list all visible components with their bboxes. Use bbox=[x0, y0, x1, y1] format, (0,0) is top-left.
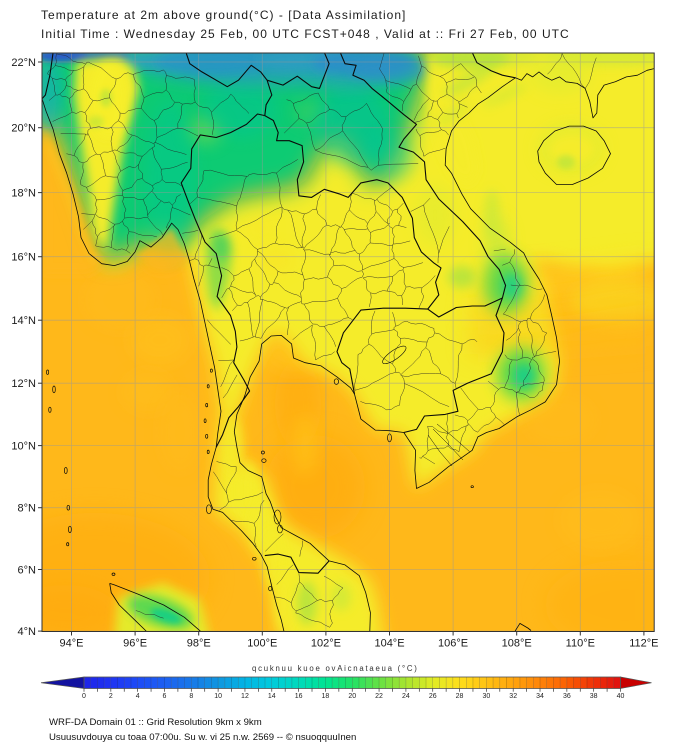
svg-text:94°E: 94°E bbox=[60, 638, 84, 650]
svg-text:32: 32 bbox=[509, 693, 517, 700]
svg-text:4: 4 bbox=[136, 693, 140, 700]
svg-text:14: 14 bbox=[268, 693, 276, 700]
svg-text:104°E: 104°E bbox=[374, 638, 404, 650]
svg-text:100°E: 100°E bbox=[247, 638, 277, 650]
svg-text:20°N: 20°N bbox=[11, 123, 36, 135]
svg-text:10°N: 10°N bbox=[11, 440, 36, 452]
svg-text:2: 2 bbox=[109, 693, 113, 700]
svg-text:0: 0 bbox=[82, 693, 86, 700]
svg-text:106°E: 106°E bbox=[438, 638, 468, 650]
svg-text:26: 26 bbox=[429, 693, 437, 700]
svg-text:16°N: 16°N bbox=[11, 252, 36, 264]
svg-text:18°N: 18°N bbox=[11, 187, 36, 199]
svg-text:12°N: 12°N bbox=[11, 378, 36, 390]
svg-text:20: 20 bbox=[348, 693, 356, 700]
svg-text:110°E: 110°E bbox=[566, 638, 595, 650]
svg-text:34: 34 bbox=[536, 693, 544, 700]
svg-text:24: 24 bbox=[402, 693, 410, 700]
svg-text:8°N: 8°N bbox=[18, 503, 37, 515]
svg-text:38: 38 bbox=[590, 693, 598, 700]
svg-text:16: 16 bbox=[295, 693, 303, 700]
svg-text:28: 28 bbox=[456, 693, 464, 700]
svg-text:30: 30 bbox=[482, 693, 490, 700]
svg-text:4°N: 4°N bbox=[18, 626, 37, 638]
svg-text:6: 6 bbox=[163, 693, 167, 700]
svg-text:10: 10 bbox=[214, 693, 222, 700]
svg-text:8: 8 bbox=[189, 693, 193, 700]
svg-text:108°E: 108°E bbox=[502, 638, 532, 650]
svg-text:12: 12 bbox=[241, 693, 249, 700]
svg-text:98°E: 98°E bbox=[187, 638, 211, 650]
svg-text:18: 18 bbox=[322, 693, 330, 700]
svg-text:112°E: 112°E bbox=[629, 638, 658, 650]
svg-text:36: 36 bbox=[563, 693, 571, 700]
svg-text:102°E: 102°E bbox=[311, 638, 341, 650]
svg-text:22°N: 22°N bbox=[11, 57, 36, 69]
svg-text:14°N: 14°N bbox=[11, 315, 36, 327]
svg-text:22: 22 bbox=[375, 693, 383, 700]
svg-text:96°E: 96°E bbox=[123, 638, 147, 650]
svg-text:40: 40 bbox=[617, 693, 625, 700]
svg-text:6°N: 6°N bbox=[18, 564, 37, 576]
